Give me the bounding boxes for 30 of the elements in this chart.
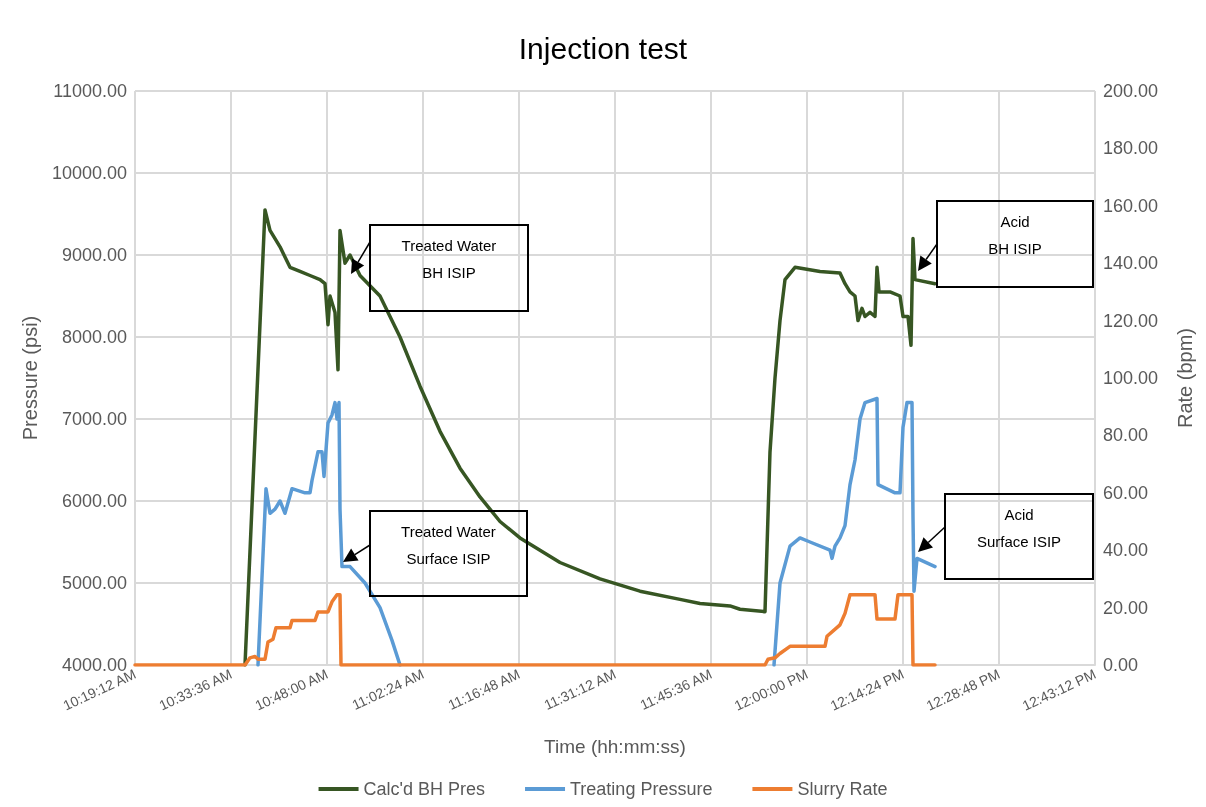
y-tick-label: 6000.00 [61, 491, 127, 511]
y2-tick-label: 100.00 [1103, 368, 1159, 388]
y-tick-label: 10000.00 [51, 163, 127, 183]
y2-tick-label: 0.00 [1103, 655, 1139, 675]
y-tick-label: 5000.00 [61, 573, 127, 593]
legend-label: Slurry Rate [797, 779, 888, 799]
annotation: Treated Water BH ISIP [401, 237, 497, 281]
y-tick-label: 8000.00 [61, 327, 127, 347]
legend-label: Calc'd BH Pres [363, 779, 486, 799]
chart-title: Injection test [518, 31, 688, 65]
annotation: Acid BH ISIP [988, 213, 1042, 257]
y-tick-label: 11000.00 [53, 81, 127, 101]
y-tick-label: 7000.00 [61, 409, 127, 429]
x-axis-title: Time (hh:mm:ss) [544, 736, 686, 757]
y2-tick-label: 60.00 [1103, 482, 1149, 503]
annotation: Treated Water Surface ISIP [401, 523, 496, 567]
y2-tick-label: 120.00 [1103, 310, 1159, 331]
y2-tick-label: 160.00 [1103, 195, 1159, 216]
line-series [133, 592, 937, 667]
y2-tick-label: 20.00 [1103, 597, 1149, 618]
y2-tick-label: 140.00 [1103, 253, 1159, 274]
y2-tick-label: 80.00 [1103, 425, 1149, 446]
y2-tick-label: 200.00 [1103, 81, 1159, 101]
y-tick-label: 9000.00 [61, 245, 127, 265]
y-axis-title: Pressure (psi) [19, 315, 41, 441]
y2-axis-title: Rate (bpm) [1174, 327, 1196, 429]
y2-tick-label: 40.00 [1103, 540, 1149, 561]
y2-tick-label: 180.00 [1103, 138, 1159, 159]
annotation: Acid Surface ISIP [976, 506, 1062, 550]
legend-label: Treating Pressure [570, 779, 713, 799]
